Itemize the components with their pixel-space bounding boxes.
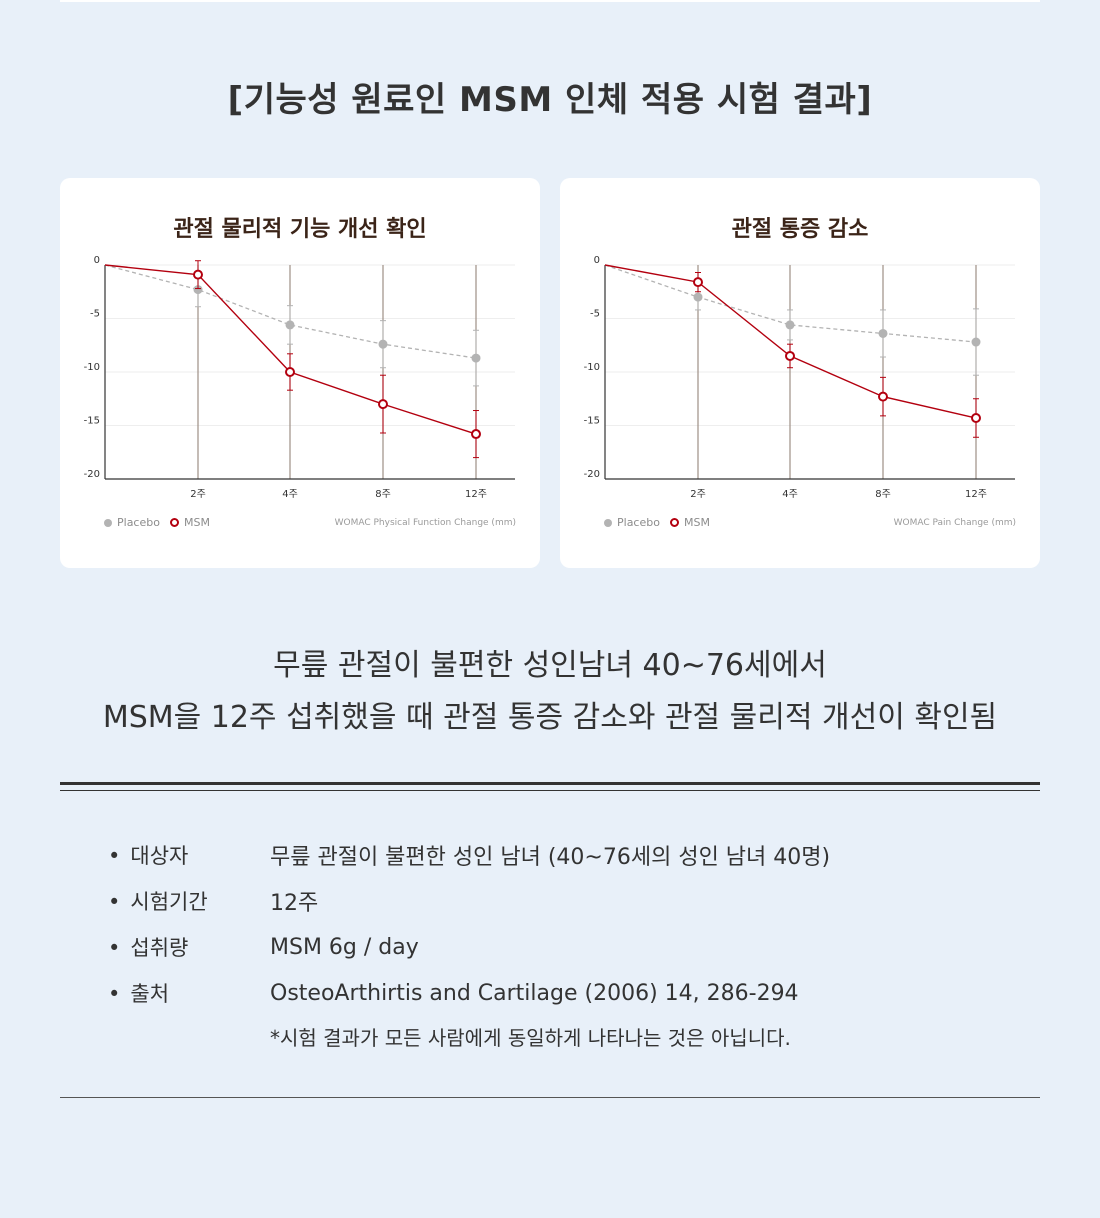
- msm-data-point: [878, 391, 888, 402]
- y-tick-label: -5: [590, 309, 600, 320]
- legend-placebo: Placebo: [104, 516, 160, 529]
- divider-thin: [60, 790, 1040, 791]
- chart-card-pain: 관절 통증 감소 0 -5 -10 -15 -20 2주 4주 8주 12주 Placebo M…: [560, 178, 1040, 568]
- info-label: 출처: [108, 978, 270, 1008]
- x-tick-label: 12주: [965, 489, 987, 500]
- result-summary: 무릎 관절이 불편한 성인남녀 40~76세에서 MSM을 12주 섭취했을 때…: [0, 640, 1100, 744]
- info-row-source: 출처 OsteoArthirtis and Cartilage (2006) 1…: [108, 970, 830, 1016]
- info-value: MSM 6g / day: [270, 934, 419, 960]
- physical-function-chart: 0 -5 -10 -15 -20 2주 4주 8주 12주: [84, 255, 515, 500]
- info-label: 시험기간: [108, 886, 270, 916]
- info-row-duration: 시험기간 12주: [108, 878, 830, 924]
- top-divider: [60, 0, 1040, 2]
- x-tick-label: 2주: [690, 489, 706, 500]
- placebo-dot-icon: [604, 518, 612, 527]
- legend-placebo-label: Placebo: [117, 516, 160, 529]
- pain-chart: 0 -5 -10 -15 -20 2주 4주 8주 12주: [584, 255, 1015, 500]
- disclaimer-note: *시험 결과가 모든 사람에게 동일하게 나타나는 것은 아닙니다.: [270, 1026, 791, 1050]
- msm-ring-icon: [169, 518, 179, 527]
- msm-data-point: [693, 277, 703, 288]
- divider-thick: [60, 782, 1040, 785]
- y-tick-label: 0: [94, 255, 100, 266]
- placebo-dot-icon: [104, 518, 112, 527]
- y-tick-label: -5: [90, 309, 100, 320]
- y-tick-label: -20: [84, 469, 100, 480]
- placebo-data-point: [971, 337, 981, 347]
- msm-data-point: [971, 413, 981, 424]
- y-tick-label: 0: [594, 255, 600, 266]
- legend-msm-label: MSM: [683, 516, 710, 529]
- x-tick-label: 8주: [875, 489, 891, 500]
- info-label: 대상자: [108, 840, 270, 870]
- study-info-list: 대상자 무릎 관절이 불편한 성인 남녀 (40~76세의 성인 남녀 40명)…: [108, 832, 830, 1016]
- info-row-subjects: 대상자 무릎 관절이 불편한 성인 남녀 (40~76세의 성인 남녀 40명): [108, 832, 830, 878]
- msm-data-point: [785, 350, 795, 361]
- legend-msm: MSM: [669, 516, 710, 529]
- section-title: [기능성 원료인 MSM 인체 적용 시험 결과]: [227, 80, 873, 120]
- info-label: 섭취량: [108, 932, 270, 962]
- msm-data-point: [378, 399, 388, 410]
- placebo-data-point: [471, 353, 481, 363]
- x-tick-label: 2주: [190, 489, 206, 500]
- placebo-series-line: [604, 264, 977, 343]
- divider-bottom: [60, 1097, 1040, 1098]
- legend-msm: MSM: [169, 516, 210, 529]
- y-tick-label: -10: [584, 362, 600, 373]
- y-tick-label: -15: [84, 416, 100, 427]
- placebo-data-point: [878, 328, 888, 338]
- x-tick-label: 12주: [465, 489, 487, 500]
- x-tick-label: 4주: [282, 489, 298, 500]
- placebo-data-point: [285, 320, 295, 330]
- placebo-series-line: [104, 264, 477, 359]
- info-value: OsteoArthirtis and Cartilage (2006) 14, …: [270, 980, 799, 1006]
- placebo-data-point: [693, 292, 703, 302]
- chart-card-physical-function: 관절 물리적 기능 개선 확인 0 -5 -10 -15 -20 2주 4주 8주 12주 Pl…: [60, 178, 540, 568]
- msm-data-point: [471, 429, 481, 440]
- info-row-dosage: 섭취량 MSM 6g / day: [108, 924, 830, 970]
- legend-placebo: Placebo: [604, 516, 660, 529]
- chart-legend: Placebo MSM: [604, 516, 720, 529]
- placebo-data-point: [785, 320, 795, 330]
- chart-title: 관절 물리적 기능 개선 확인: [173, 216, 427, 242]
- msm-data-point: [193, 269, 203, 280]
- placebo-data-point: [378, 339, 388, 349]
- summary-line-2: MSM을 12주 섭취했을 때 관절 통증 감소와 관절 물리적 개선이 확인됨: [102, 700, 998, 735]
- chart-title: 관절 통증 감소: [731, 216, 869, 242]
- x-tick-label: 8주: [375, 489, 391, 500]
- legend-msm-label: MSM: [183, 516, 210, 529]
- msm-ring-icon: [669, 518, 679, 527]
- chart-legend: Placebo MSM: [104, 516, 220, 529]
- x-axis-label: WOMAC Pain Change (mm): [893, 518, 1016, 528]
- info-value: 무릎 관절이 불편한 성인 남녀 (40~76세의 성인 남녀 40명): [270, 845, 831, 870]
- y-tick-label: -15: [584, 416, 600, 427]
- x-tick-label: 4주: [782, 489, 798, 500]
- msm-data-point: [285, 367, 295, 377]
- placebo-data-point: [193, 285, 203, 295]
- x-axis-label: WOMAC Physical Function Change (mm): [334, 518, 516, 528]
- y-tick-label: -20: [584, 469, 600, 480]
- info-value: 12주: [270, 891, 319, 916]
- legend-placebo-label: Placebo: [617, 516, 660, 529]
- summary-line-1: 무릎 관절이 불편한 성인남녀 40~76세에서: [273, 648, 827, 683]
- y-tick-label: -10: [84, 362, 100, 373]
